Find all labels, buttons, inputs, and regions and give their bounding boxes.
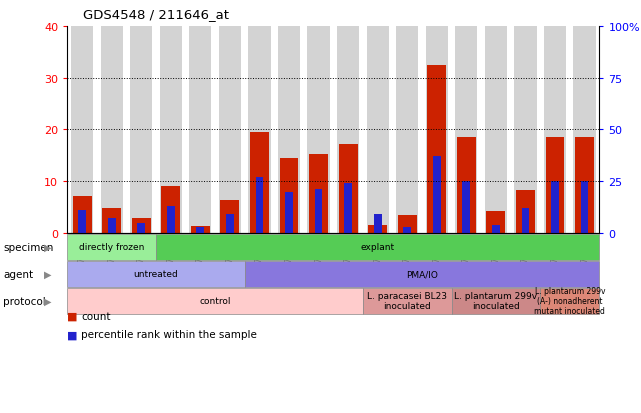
- Bar: [462, 182, 470, 233]
- Text: untreated: untreated: [133, 270, 178, 278]
- Text: ■: ■: [67, 311, 78, 321]
- Text: count: count: [81, 311, 111, 321]
- Text: protocol: protocol: [3, 296, 46, 306]
- Bar: [315, 190, 322, 233]
- Bar: [575, 138, 594, 233]
- Text: ▶: ▶: [44, 269, 51, 279]
- Bar: [398, 215, 417, 233]
- Bar: [226, 215, 234, 233]
- Bar: [308, 27, 329, 233]
- Bar: [338, 145, 358, 233]
- Bar: [544, 27, 566, 233]
- Bar: [403, 227, 411, 233]
- Text: ▶: ▶: [44, 296, 51, 306]
- Bar: [426, 27, 448, 233]
- Bar: [545, 138, 565, 233]
- Bar: [71, 27, 93, 233]
- Bar: [396, 27, 419, 233]
- Text: directly frozen: directly frozen: [79, 243, 144, 252]
- Text: L. paracasei BL23
inoculated: L. paracasei BL23 inoculated: [367, 291, 447, 311]
- Bar: [130, 27, 153, 233]
- Bar: [162, 187, 180, 233]
- Bar: [101, 27, 122, 233]
- Bar: [102, 208, 121, 233]
- Bar: [344, 184, 352, 233]
- Bar: [374, 215, 381, 233]
- Bar: [219, 27, 241, 233]
- Bar: [72, 196, 92, 233]
- Bar: [428, 66, 446, 233]
- Bar: [221, 201, 239, 233]
- Bar: [248, 27, 271, 233]
- Text: percentile rank within the sample: percentile rank within the sample: [81, 330, 257, 339]
- Bar: [457, 138, 476, 233]
- Bar: [492, 225, 500, 233]
- Bar: [487, 211, 505, 233]
- Bar: [108, 219, 115, 233]
- Text: L. plantarum 299v
(A-) nonadherent
mutant inoculated: L. plantarum 299v (A-) nonadherent mutan…: [535, 286, 605, 316]
- Text: ■: ■: [67, 330, 78, 339]
- Bar: [191, 227, 210, 233]
- Bar: [433, 157, 440, 233]
- Bar: [516, 191, 535, 233]
- Bar: [367, 27, 388, 233]
- Text: specimen: specimen: [3, 242, 54, 252]
- Bar: [137, 223, 145, 233]
- Bar: [189, 27, 212, 233]
- Bar: [132, 218, 151, 233]
- Bar: [309, 155, 328, 233]
- Bar: [160, 27, 182, 233]
- Text: agent: agent: [3, 269, 33, 279]
- Bar: [574, 27, 595, 233]
- Text: GDS4548 / 211646_at: GDS4548 / 211646_at: [83, 8, 229, 21]
- Bar: [279, 159, 299, 233]
- Bar: [256, 178, 263, 233]
- Text: L. plantarum 299v
inoculated: L. plantarum 299v inoculated: [454, 291, 537, 311]
- Bar: [250, 133, 269, 233]
- Bar: [581, 182, 588, 233]
- Bar: [368, 225, 387, 233]
- Bar: [278, 27, 300, 233]
- Text: control: control: [199, 297, 231, 305]
- Bar: [285, 192, 293, 233]
- Bar: [485, 27, 507, 233]
- Text: ▶: ▶: [44, 242, 51, 252]
- Bar: [337, 27, 359, 233]
- Text: explant: explant: [361, 243, 395, 252]
- Bar: [522, 209, 529, 233]
- Text: PMA/IO: PMA/IO: [406, 270, 438, 278]
- Bar: [167, 206, 174, 233]
- Bar: [551, 182, 559, 233]
- Bar: [78, 211, 86, 233]
- Bar: [196, 227, 204, 233]
- Bar: [514, 27, 537, 233]
- Bar: [455, 27, 478, 233]
